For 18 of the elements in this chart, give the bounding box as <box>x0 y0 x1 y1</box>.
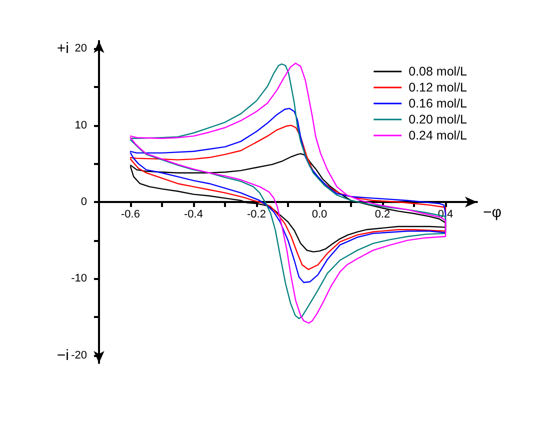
legend-label: 0.12 mol/L <box>408 80 468 94</box>
y-axis-title: +i <box>56 40 69 58</box>
x-tick-label: -0.4 <box>184 208 203 220</box>
x-tick-label: -0.6 <box>121 208 140 220</box>
text: −i <box>56 346 69 364</box>
y-tick-label: 20 <box>74 42 87 55</box>
x-tick-label: 0.2 <box>374 208 390 220</box>
legend-label: 0.20 mol/L <box>408 112 468 126</box>
y-tick-label: 10 <box>74 119 87 132</box>
legend-label: 0.24 mol/L <box>408 128 468 142</box>
legend-label: 0.16 mol/L <box>408 96 468 110</box>
x-axis-title: −φ <box>483 204 502 221</box>
legend-label: 0.08 mol/L <box>408 64 468 78</box>
y-tick-label: -10 <box>71 272 87 285</box>
y-tick-label: 0 <box>80 196 87 208</box>
x-tick-label: -0.2 <box>247 208 266 220</box>
x-tick-label: 0.0 <box>312 208 328 220</box>
y-tick-label: -20 <box>71 349 87 362</box>
